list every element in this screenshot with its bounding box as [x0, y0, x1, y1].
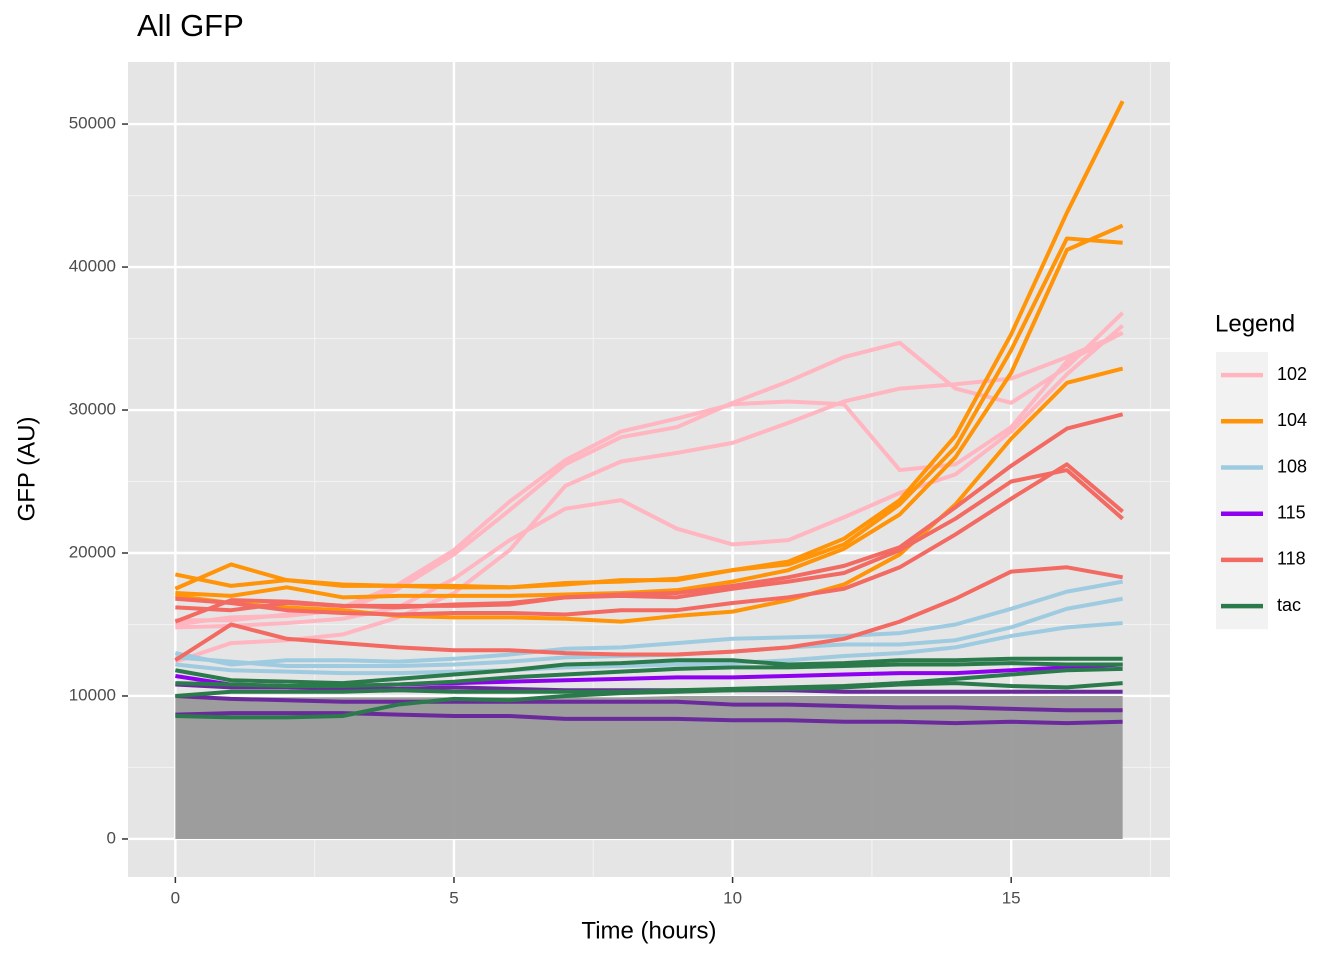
- legend-label: 115: [1277, 502, 1306, 522]
- y-tick-label: 50000: [69, 114, 116, 133]
- series-line: [175, 462, 1124, 617]
- series-line: [174, 565, 1123, 662]
- series-line: [174, 579, 1123, 667]
- series-line: [175, 656, 1123, 686]
- x-tick-label: 5: [449, 888, 458, 907]
- series-line: [175, 711, 1123, 726]
- series-line: [175, 324, 1124, 630]
- x-tick-label: 0: [171, 888, 180, 907]
- series-line: [174, 330, 1124, 664]
- band-area: [175, 694, 1123, 839]
- legend-keys-bg: [1216, 352, 1268, 630]
- series-line: [175, 366, 1124, 624]
- x-tick-label: 10: [723, 888, 742, 907]
- series-line: [175, 468, 1124, 613]
- y-tick-label: 0: [107, 828, 116, 847]
- legend-label: 102: [1277, 364, 1307, 384]
- chart-title: All GFP: [137, 8, 244, 43]
- series-line: [175, 223, 1124, 600]
- legend-label: tac: [1277, 595, 1301, 615]
- y-tick-label: 20000: [69, 542, 116, 561]
- series-line: [174, 236, 1123, 591]
- y-tick-label: 40000: [69, 257, 116, 276]
- x-axis-label: Time (hours): [581, 917, 716, 944]
- series-line: [175, 661, 1123, 688]
- y-tick-label: 30000: [69, 400, 116, 419]
- legend-title: Legend: [1215, 310, 1295, 337]
- series-line: [175, 693, 1123, 713]
- legend-label: 118: [1277, 549, 1306, 569]
- y-tick-label: 10000: [69, 685, 116, 704]
- y-axis-label: GFP (AU): [13, 417, 40, 522]
- legend-label: 104: [1277, 410, 1307, 430]
- x-tick-label: 15: [1002, 888, 1021, 907]
- legend-label: 108: [1277, 456, 1307, 476]
- series-line: [175, 681, 1123, 720]
- series-line: [175, 621, 1123, 676]
